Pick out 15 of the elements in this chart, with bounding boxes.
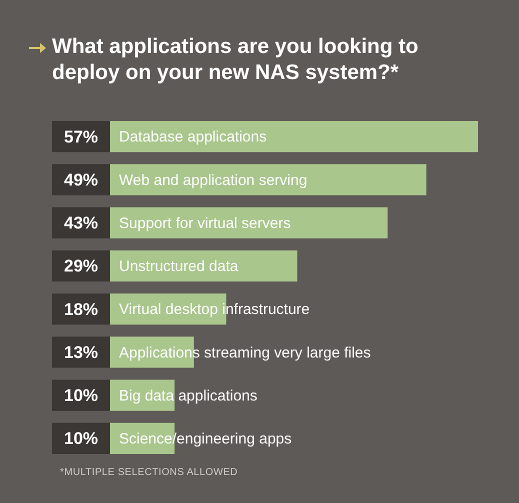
y-tick-label: Support for virtual servers — [119, 214, 291, 232]
data-label: 43% — [64, 214, 98, 232]
text: *MULTIPLE SELECTIONS ALLOWED — [60, 467, 238, 478]
data-label: 49% — [64, 170, 98, 190]
data-label: 10% — [64, 386, 98, 405]
data-label: 57% — [64, 127, 98, 146]
data-label: 29% — [64, 256, 98, 276]
data-label: 18% — [64, 300, 98, 319]
y-tick-label: Unstructured data — [119, 258, 239, 276]
y-tick-label: Database applications — [119, 128, 267, 146]
chart-title: What applications are you looking to deploy on your new NAS system?* — [52, 34, 420, 86]
data-label: 13% — [64, 342, 98, 362]
y-tick-label: Web and application serving — [119, 172, 308, 189]
data-label: 10% — [64, 429, 98, 448]
y-tick-label: Big data applications — [119, 387, 258, 404]
